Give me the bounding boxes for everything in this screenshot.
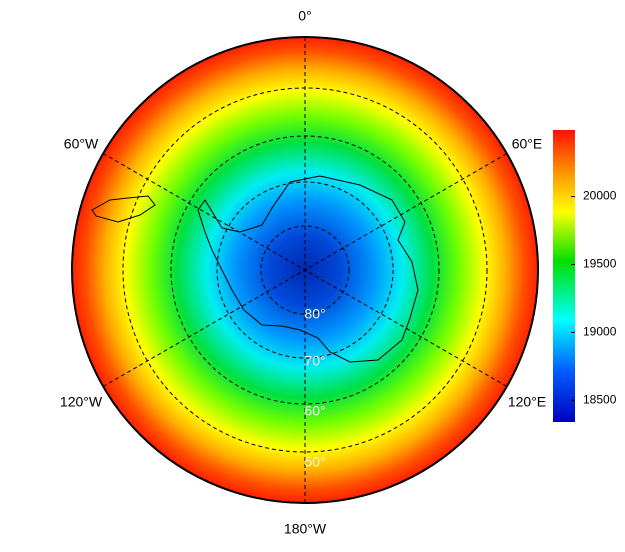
lon-label: 60°E	[512, 136, 543, 152]
colorbar	[553, 130, 575, 422]
lat-label: 50°	[304, 454, 325, 470]
lon-label: 0°	[298, 8, 311, 24]
lat-label: 70°	[304, 353, 325, 369]
lon-label: 120°E	[508, 394, 546, 410]
lon-label: 180°W	[284, 521, 327, 537]
colorbar-tick-label: 19500	[583, 257, 617, 271]
lat-label: 80°	[304, 306, 325, 322]
colorbar-ticks: 18500 19000 19500 20000	[571, 189, 617, 406]
lat-label: 60°	[304, 403, 325, 419]
graticule	[102, 37, 508, 503]
colorbar-tick-label: 19000	[583, 325, 617, 339]
coastline	[91, 195, 156, 223]
coastline	[197, 175, 419, 363]
lon-label: 60°W	[64, 136, 99, 152]
lon-label: 120°W	[60, 394, 103, 410]
colorbar-tick-label: 20000	[583, 189, 617, 203]
colorbar-tick-label: 18500	[583, 392, 617, 406]
